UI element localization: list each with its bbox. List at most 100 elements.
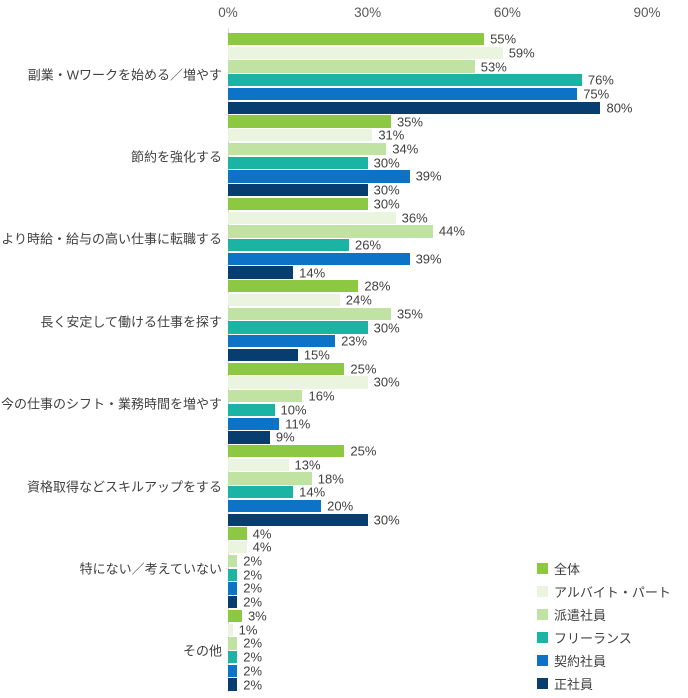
value-label: 4% bbox=[252, 539, 272, 555]
category-label: 今の仕事のシフト・業務時間を増やす bbox=[0, 396, 222, 412]
legend-swatch bbox=[537, 586, 548, 597]
value-label: 9% bbox=[275, 429, 295, 445]
value-label: 14% bbox=[299, 484, 326, 500]
bar bbox=[228, 568, 238, 581]
category-label: より時給・給与の高い仕事に転職する bbox=[1, 231, 222, 247]
category-label: 節約を強化する bbox=[130, 149, 222, 165]
value-label: 18% bbox=[317, 471, 344, 487]
bar bbox=[228, 142, 387, 156]
x-axis-tick-label: 30% bbox=[354, 5, 382, 20]
bar bbox=[228, 335, 336, 348]
value-label: 59% bbox=[508, 45, 535, 61]
bar bbox=[228, 376, 368, 389]
legend-label: 契約社員 bbox=[554, 654, 607, 669]
bar bbox=[228, 431, 270, 444]
value-label: 10% bbox=[280, 402, 307, 418]
x-axis-tick-label: 0% bbox=[218, 5, 238, 20]
bar bbox=[228, 211, 396, 224]
bar bbox=[228, 513, 368, 526]
value-label: 2% bbox=[243, 567, 263, 583]
bar bbox=[228, 225, 433, 238]
bar bbox=[228, 252, 410, 266]
bar bbox=[228, 266, 294, 279]
legend-swatch bbox=[537, 563, 548, 574]
legend-label: フリーランス bbox=[554, 631, 632, 646]
bar bbox=[228, 486, 294, 499]
value-label: 25% bbox=[350, 443, 377, 459]
value-label: 2% bbox=[243, 663, 263, 679]
bar bbox=[228, 554, 238, 568]
bar bbox=[228, 156, 368, 169]
bar bbox=[228, 33, 485, 46]
value-label: 2% bbox=[243, 677, 263, 693]
bar bbox=[228, 74, 582, 87]
bar bbox=[228, 280, 359, 293]
value-label: 2% bbox=[243, 649, 263, 665]
value-label: 26% bbox=[355, 237, 382, 253]
bar bbox=[228, 623, 233, 636]
value-label: 30% bbox=[373, 320, 400, 336]
value-label: 30% bbox=[373, 182, 400, 198]
value-label: 20% bbox=[327, 498, 354, 514]
legend-item: 全体 bbox=[537, 559, 580, 578]
legend-item: 契約社員 bbox=[537, 651, 606, 670]
bar bbox=[228, 60, 475, 73]
legend-item: 正社員 bbox=[537, 674, 593, 693]
bar bbox=[228, 115, 391, 128]
legend-item: 派遣社員 bbox=[537, 605, 606, 624]
bar bbox=[228, 390, 303, 403]
category-label: 長く安定して働ける仕事を探す bbox=[40, 314, 222, 330]
bar bbox=[228, 678, 238, 691]
legend-label: 派遣社員 bbox=[554, 608, 607, 623]
value-label: 2% bbox=[243, 553, 263, 569]
value-label: 75% bbox=[583, 86, 610, 102]
value-label: 34% bbox=[392, 141, 419, 157]
bar bbox=[228, 184, 368, 197]
bar bbox=[228, 445, 345, 458]
value-label: 13% bbox=[294, 457, 321, 473]
bar bbox=[228, 238, 350, 252]
value-label: 35% bbox=[396, 306, 423, 322]
value-label: 15% bbox=[303, 347, 330, 363]
value-label: 44% bbox=[438, 223, 465, 239]
value-label: 28% bbox=[364, 278, 391, 294]
value-label: 4% bbox=[252, 526, 272, 542]
bar bbox=[228, 46, 503, 60]
value-label: 35% bbox=[396, 114, 423, 130]
x-axis-tick-label: 90% bbox=[633, 5, 661, 20]
bar bbox=[228, 472, 312, 485]
value-label: 14% bbox=[299, 265, 326, 281]
bar bbox=[228, 650, 238, 664]
legend-label: 正社員 bbox=[554, 677, 594, 692]
value-label: 80% bbox=[606, 100, 633, 116]
value-label: 31% bbox=[378, 127, 405, 143]
bar bbox=[228, 527, 247, 540]
bar bbox=[228, 129, 373, 142]
value-label: 39% bbox=[415, 168, 442, 184]
value-label: 16% bbox=[308, 388, 335, 404]
bar bbox=[228, 664, 238, 678]
category-label: その他 bbox=[182, 643, 222, 659]
bar bbox=[228, 541, 247, 554]
bar bbox=[228, 197, 368, 211]
category-label: 副業・Wワークを始める／増やす bbox=[27, 67, 222, 82]
value-label: 53% bbox=[480, 59, 507, 75]
legend-swatch bbox=[537, 678, 548, 689]
bar bbox=[228, 417, 280, 430]
bar bbox=[228, 403, 275, 417]
bar bbox=[228, 582, 238, 595]
value-label: 30% bbox=[373, 196, 400, 212]
value-label: 2% bbox=[243, 594, 263, 610]
value-label: 30% bbox=[373, 512, 400, 528]
value-label: 36% bbox=[401, 210, 428, 226]
value-label: 30% bbox=[373, 374, 400, 390]
x-axis-tick-label: 60% bbox=[493, 5, 521, 20]
bar bbox=[228, 293, 340, 307]
value-label: 23% bbox=[341, 333, 368, 349]
bar bbox=[228, 362, 345, 375]
legend-swatch bbox=[537, 655, 548, 666]
value-label: 25% bbox=[350, 361, 377, 377]
bar bbox=[228, 321, 368, 334]
bar bbox=[228, 458, 289, 472]
value-label: 11% bbox=[285, 416, 311, 432]
